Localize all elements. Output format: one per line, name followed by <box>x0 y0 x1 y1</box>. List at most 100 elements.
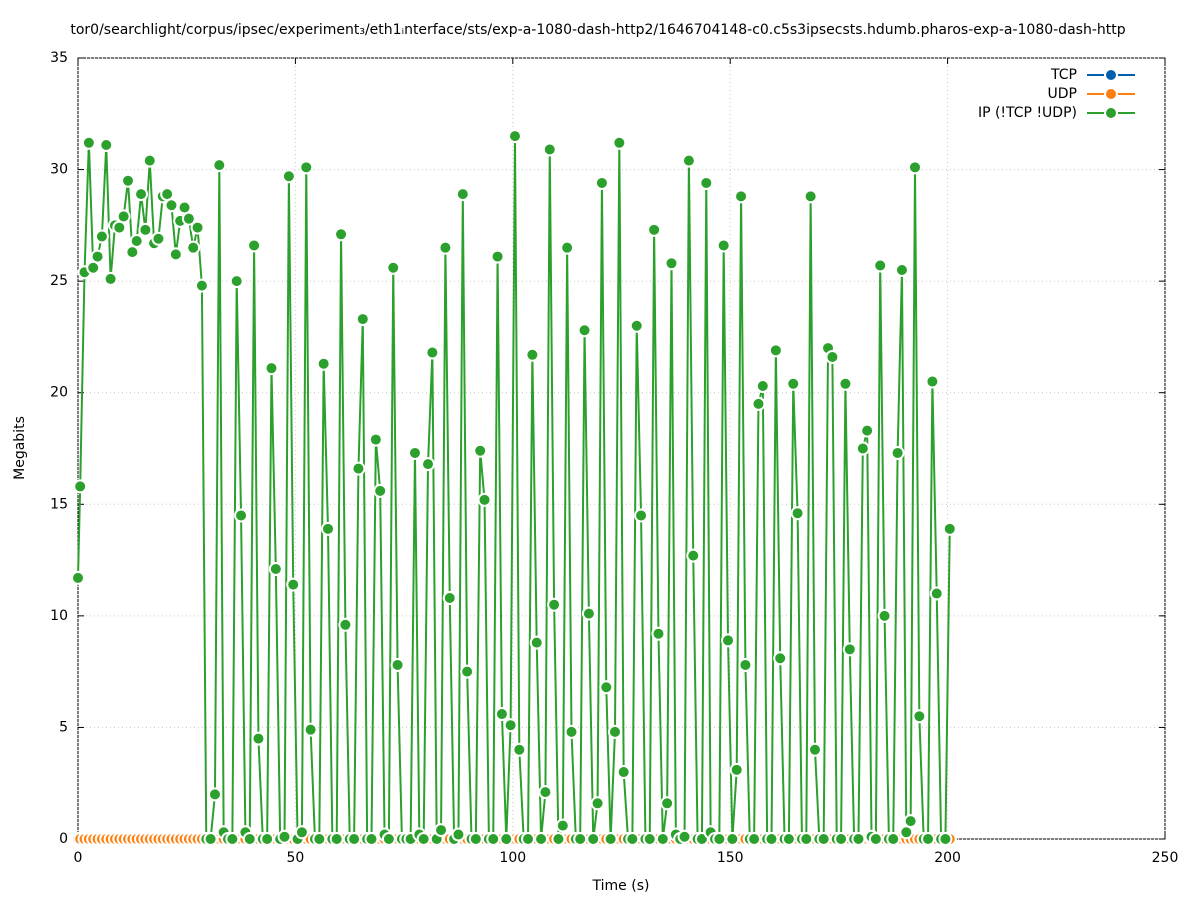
data-point <box>825 350 840 365</box>
y-tick-label: 15 <box>50 496 68 512</box>
data-point <box>681 153 696 168</box>
data-point <box>99 138 114 153</box>
data-point <box>329 832 344 846</box>
data-point <box>129 233 144 248</box>
data-point <box>803 189 818 204</box>
data-point <box>381 832 396 846</box>
data-point <box>194 278 209 293</box>
data-point <box>247 238 262 253</box>
data-point <box>73 479 88 494</box>
x-tick-label: 200 <box>934 850 961 866</box>
data-point <box>603 832 618 846</box>
data-point <box>903 814 918 829</box>
data-point <box>786 376 801 391</box>
data-point <box>612 135 627 150</box>
data-point <box>321 521 336 536</box>
data-point <box>651 626 666 641</box>
data-point <box>494 707 509 722</box>
legend-marker <box>1104 68 1118 82</box>
data-point <box>164 198 179 213</box>
legend: TCP UDP IP (!TCP !UDP) <box>978 67 1135 121</box>
data-point <box>599 680 614 695</box>
data-point <box>629 318 644 333</box>
data-point <box>434 823 449 838</box>
x-tick-label: 100 <box>499 850 526 866</box>
data-point <box>438 240 453 255</box>
data-point <box>721 633 736 648</box>
data-point <box>664 256 679 271</box>
legend-marker <box>1104 106 1118 120</box>
y-tick-label: 5 <box>59 719 68 735</box>
data-point <box>407 445 422 460</box>
data-point <box>842 642 857 657</box>
data-point <box>860 423 875 438</box>
data-point <box>368 432 383 447</box>
y-tick-label: 25 <box>50 273 68 289</box>
data-point <box>894 262 909 277</box>
data-point <box>299 160 314 175</box>
data-point <box>781 832 796 846</box>
data-point <box>286 577 301 592</box>
data-point <box>312 832 327 846</box>
data-point <box>542 142 557 157</box>
data-point <box>90 249 105 264</box>
data-point <box>525 347 540 362</box>
y-tick-label: 30 <box>50 162 68 178</box>
data-point <box>277 829 292 844</box>
data-point <box>890 445 905 460</box>
data-point <box>560 240 575 255</box>
data-point <box>755 379 770 394</box>
data-point <box>790 506 805 521</box>
data-point <box>747 832 762 846</box>
data-point <box>590 796 605 811</box>
data-point <box>547 597 562 612</box>
data-point <box>499 832 514 846</box>
data-point <box>942 521 957 536</box>
y-tick-label: 35 <box>50 50 68 66</box>
data-point <box>103 271 118 286</box>
data-point <box>234 508 249 523</box>
data-point <box>468 832 483 846</box>
data-point <box>351 461 366 476</box>
data-point <box>855 441 870 456</box>
data-point <box>264 361 279 376</box>
data-point <box>116 209 131 224</box>
data-point <box>677 829 692 844</box>
data-point <box>251 731 266 746</box>
data-point <box>851 832 866 846</box>
data-point <box>181 211 196 226</box>
legend-label: TCP <box>1050 67 1077 83</box>
data-point <box>242 832 257 846</box>
data-point <box>460 664 475 679</box>
data-point <box>355 312 370 327</box>
data-point <box>799 832 814 846</box>
grid: 0 5 10 15 20 25 30 35 0 50 100 150 200 250 <box>50 50 1178 866</box>
data-point <box>647 222 662 237</box>
data-point <box>121 173 136 188</box>
data-point <box>873 258 888 273</box>
y-axis-label: Megabits <box>12 416 28 480</box>
plot-area <box>71 129 957 846</box>
data-point <box>938 832 953 846</box>
legend-label: IP (!TCP !UDP) <box>978 105 1077 121</box>
x-tick-label: 50 <box>286 850 304 866</box>
series-line <box>77 135 951 840</box>
data-point <box>294 825 309 840</box>
data-point <box>716 238 731 253</box>
data-point <box>373 483 388 498</box>
data-point <box>725 832 740 846</box>
legend-label: UDP <box>1048 86 1077 102</box>
data-point <box>625 832 640 846</box>
data-point <box>203 832 218 846</box>
data-point <box>490 249 505 264</box>
data-point <box>138 222 153 237</box>
data-point <box>834 832 849 846</box>
data-point <box>512 742 527 757</box>
data-point <box>729 762 744 777</box>
data-point <box>281 169 296 184</box>
data-point <box>534 832 549 846</box>
data-point <box>877 608 892 623</box>
data-point <box>555 818 570 833</box>
data-point <box>634 508 649 523</box>
data-point <box>451 827 466 842</box>
